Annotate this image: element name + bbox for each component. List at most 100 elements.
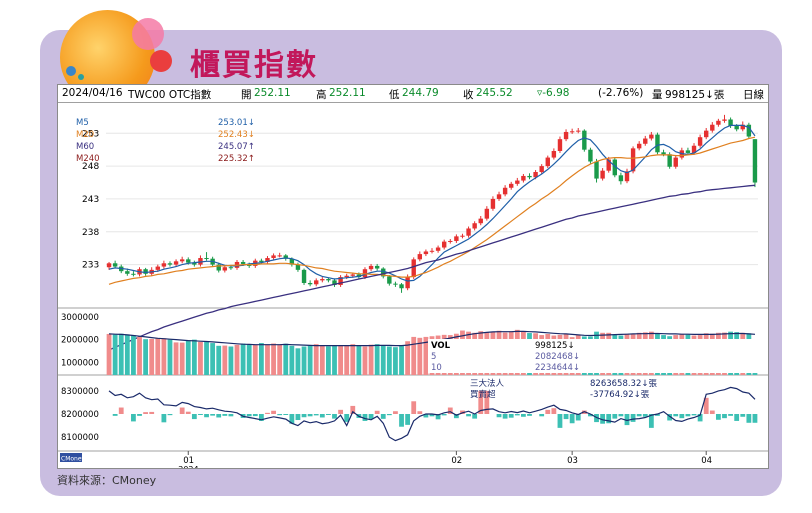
ma-legend-value: 253.01↓: [218, 118, 255, 128]
candle-body: [222, 267, 228, 271]
candle-body: [326, 279, 331, 281]
candle-body: [307, 282, 313, 285]
candle-body: [356, 274, 362, 278]
buysell-bar: [624, 414, 630, 426]
inst-legend-label: 三大法人: [470, 378, 505, 389]
buysell-bar: [277, 414, 283, 416]
volume-bar: [155, 338, 161, 375]
deco-circle-teal: [78, 74, 84, 80]
buysell-bar: [271, 410, 276, 414]
buysell-bar: [630, 414, 636, 422]
volume-bar: [374, 344, 380, 375]
price-tick-label: 233: [82, 261, 99, 271]
volume-bar: [380, 345, 386, 375]
volume-bar: [173, 342, 179, 375]
page-title: 櫃買指數: [190, 48, 318, 83]
candle-body: [429, 250, 435, 252]
candle-body: [411, 259, 416, 278]
candle-body: [630, 148, 636, 172]
buysell-bar: [588, 414, 593, 417]
price-tick-label: 238: [82, 228, 99, 238]
buysell-bar: [466, 414, 471, 417]
buysell-bar: [137, 414, 142, 416]
inst-tick-label: 8200000: [61, 410, 99, 420]
candle-body: [106, 263, 112, 268]
ma60-line: [108, 184, 756, 351]
volume-bar: [301, 346, 307, 375]
buysell-bar: [545, 409, 551, 414]
buysell-bar: [417, 411, 423, 414]
candle-body: [740, 124, 745, 130]
buysell-bar: [679, 414, 685, 419]
candle-body: [618, 175, 624, 182]
buysell-bar: [222, 414, 228, 416]
ma-legend-value: 245.07↑: [218, 142, 255, 152]
candle-body: [405, 277, 410, 289]
volume-bar: [198, 341, 203, 375]
period-label: 日線: [743, 89, 764, 101]
buysell-bar: [527, 414, 532, 416]
volume-bar: [185, 340, 191, 375]
logo-text: CMoney: [61, 456, 86, 463]
buysell-bar: [289, 414, 295, 424]
buysell-bar: [691, 414, 697, 416]
candle-body: [710, 124, 715, 131]
x-tick-label: 02: [451, 456, 462, 466]
candle-body: [435, 247, 441, 251]
buysell-bar: [496, 414, 502, 418]
volume-bar: [124, 334, 130, 375]
candle-body: [393, 283, 398, 285]
volume-bar: [405, 341, 411, 375]
open-label: 開: [241, 89, 252, 101]
volume-bar: [131, 335, 136, 375]
buysell-bar: [198, 414, 203, 415]
buysell-bar: [326, 414, 331, 415]
volume-bar: [332, 345, 337, 375]
candle-body: [685, 150, 691, 153]
candle-body: [173, 261, 179, 265]
buysell-bar: [715, 414, 721, 420]
candle-body: [636, 143, 642, 149]
volume-value: 998125↓張: [665, 89, 725, 101]
candle-body: [734, 126, 739, 130]
buysell-bar: [709, 410, 715, 414]
volume-bar: [143, 339, 149, 375]
chart-panel: 2024/04/16 TWC00 OTC指數 開 252.11 高 252.11…: [57, 84, 769, 469]
buysell-bar: [453, 414, 459, 419]
candle-body: [576, 130, 581, 132]
candle-body: [752, 139, 758, 183]
deco-circle-red: [150, 50, 172, 72]
buysell-bar: [423, 414, 429, 418]
volume-bar: [161, 338, 167, 375]
volume-bar: [240, 343, 246, 375]
buysell-bar: [563, 414, 569, 420]
candle-body: [192, 262, 197, 265]
candle-body: [624, 171, 630, 182]
change-pct: (-2.76%): [598, 87, 644, 99]
buysell-bar: [258, 414, 264, 421]
volume-bar: [191, 339, 197, 375]
buysell-bar: [502, 414, 508, 419]
ma-legend-label: M60: [76, 142, 94, 152]
candle-body: [509, 183, 514, 188]
volume-bar: [112, 334, 118, 375]
buysell-bar: [313, 414, 319, 416]
buysell-bar: [338, 409, 343, 414]
volume-bar: [204, 341, 209, 375]
buysell-bar: [557, 414, 563, 428]
buysell-bar: [252, 414, 258, 417]
buysell-bar: [673, 414, 679, 417]
candle-body: [332, 280, 337, 285]
candle-body: [423, 251, 429, 255]
candle-body: [496, 194, 502, 199]
buysell-bar: [393, 411, 398, 414]
volume-bar: [252, 344, 258, 375]
quote-date: 2024/04/16: [62, 87, 123, 99]
buysell-bar: [191, 414, 197, 420]
logo-box: [60, 453, 82, 462]
inst-legend-label: 買賣超: [470, 389, 496, 400]
volume-bar: [326, 346, 331, 375]
ma-legend-value: 252.43↓: [218, 130, 255, 140]
candle-body: [484, 208, 490, 219]
